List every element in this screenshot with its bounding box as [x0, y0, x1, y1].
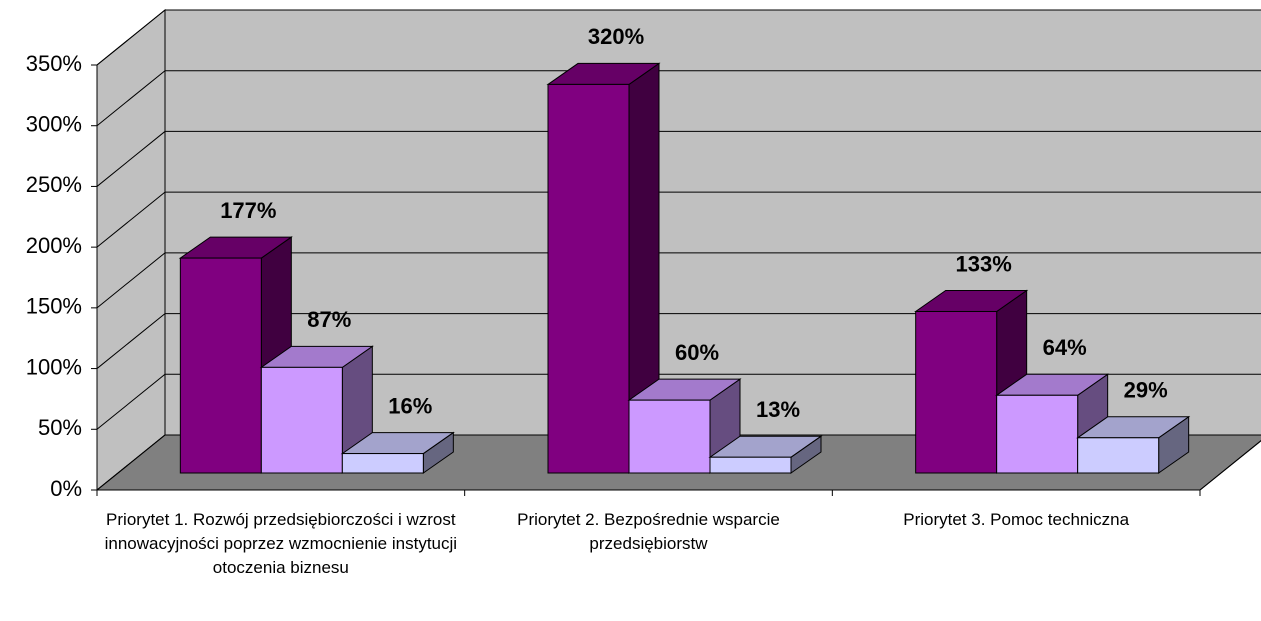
- y-tick-label: 350%: [26, 51, 82, 76]
- value-label: 87%: [307, 307, 351, 332]
- bar: [547, 83, 630, 474]
- grid-line: [96, 130, 1261, 187]
- y-tick-label: 100%: [26, 354, 82, 379]
- grid-line: [96, 434, 1261, 491]
- y-tick-label: 0%: [50, 476, 82, 501]
- value-label: 13%: [756, 397, 800, 422]
- bar: [1077, 437, 1160, 474]
- bar: [341, 453, 424, 474]
- grid-line: [96, 373, 1261, 430]
- grid-line: [96, 252, 1261, 309]
- bar: [628, 399, 711, 474]
- value-label: 16%: [388, 393, 432, 418]
- value-label: 60%: [675, 340, 719, 365]
- y-tick-label: 300%: [26, 112, 82, 137]
- bar: [709, 456, 792, 474]
- grid-line: [96, 9, 1261, 66]
- grid-line: [96, 313, 1261, 369]
- value-label: 64%: [1043, 335, 1087, 360]
- bar: [260, 366, 343, 474]
- value-label: 177%: [220, 198, 276, 223]
- grid-line: [96, 70, 1261, 127]
- x-tick-label: Priorytet 2. Bezpośrednie wsparcie przed…: [517, 510, 780, 553]
- bar: [996, 394, 1079, 474]
- y-tick-label: 50%: [38, 415, 82, 440]
- side-wall: [96, 8, 166, 492]
- value-label: 29%: [1124, 378, 1168, 403]
- y-tick-label: 250%: [26, 172, 82, 197]
- bar: [915, 311, 998, 474]
- x-tick-label: Priorytet 1. Rozwój przedsiębiorczości i…: [104, 510, 458, 577]
- floor-edge: [1199, 440, 1261, 491]
- grid-line: [96, 191, 1261, 248]
- y-tick-label: 200%: [26, 233, 82, 258]
- value-label: 320%: [588, 24, 644, 49]
- bar: [179, 257, 262, 474]
- value-label: 133%: [956, 251, 1012, 276]
- y-tick-label: 150%: [26, 294, 82, 319]
- x-tick-label: Priorytet 3. Pomoc techniczna: [903, 510, 1130, 529]
